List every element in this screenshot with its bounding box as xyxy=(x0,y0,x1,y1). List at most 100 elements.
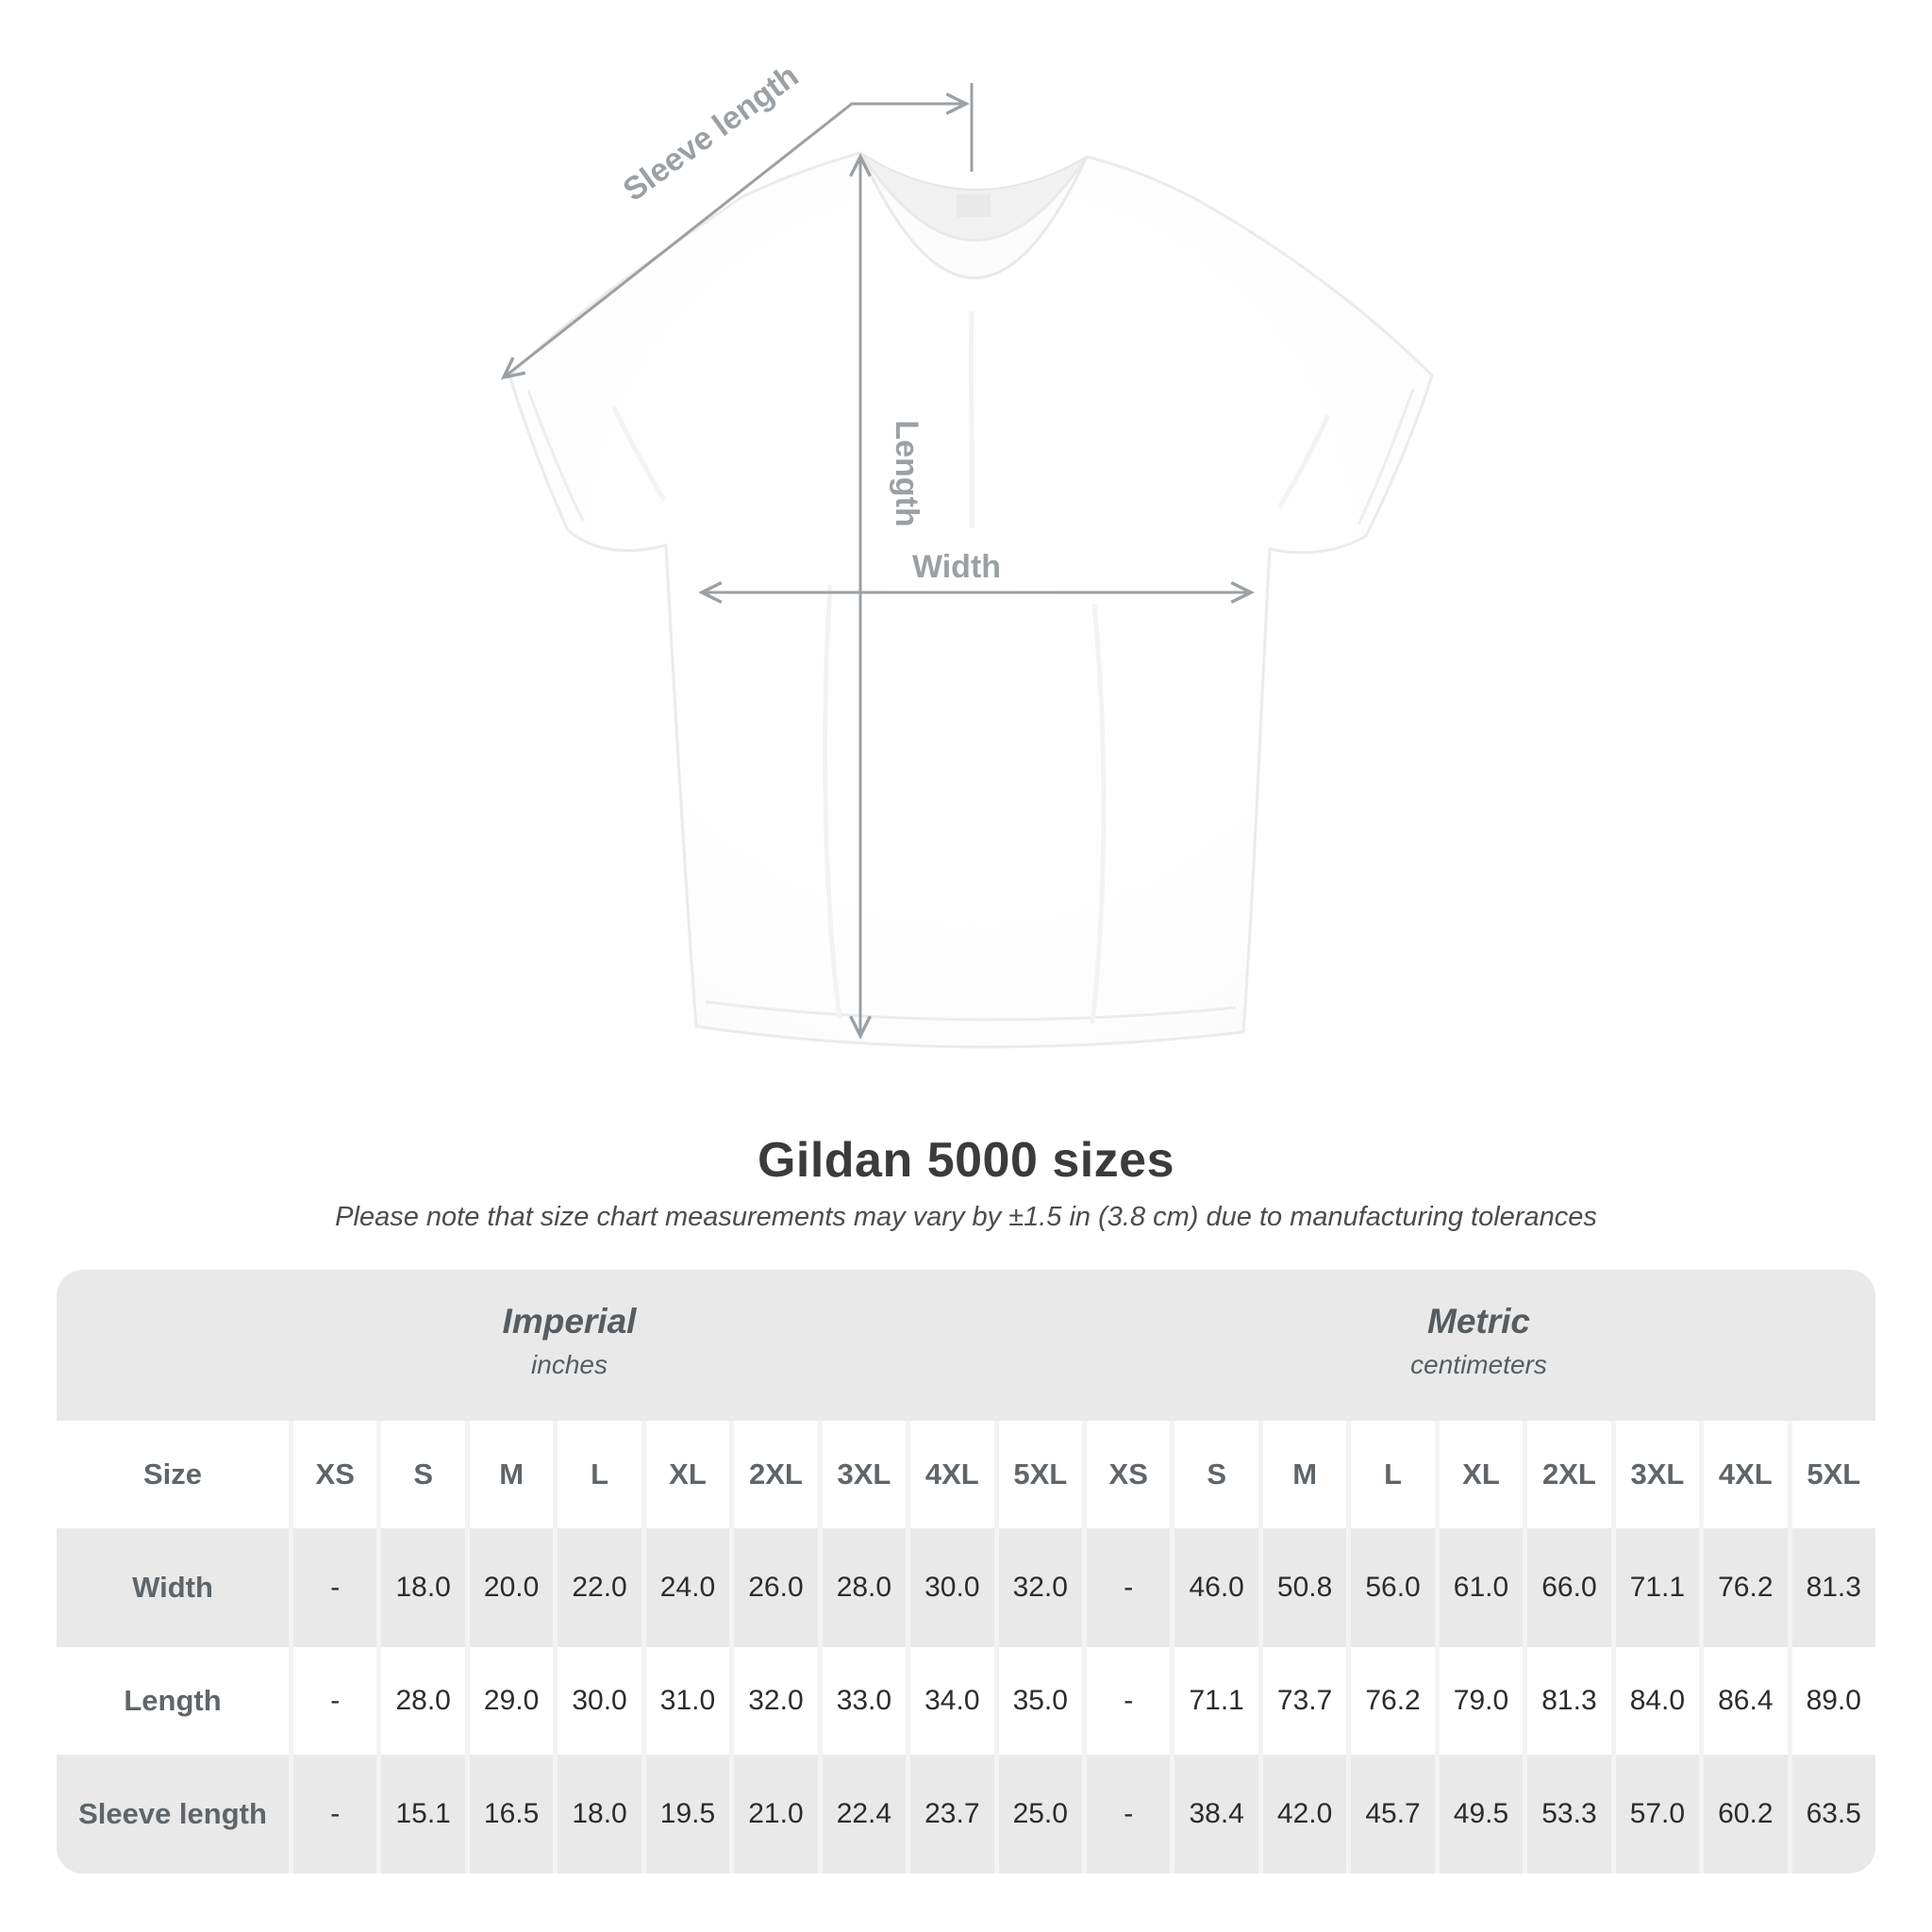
table-cell: 76.2 xyxy=(1704,1528,1788,1647)
size-column-header: S xyxy=(381,1421,465,1528)
table-cell: 26.0 xyxy=(734,1528,818,1647)
table-cell: 71.1 xyxy=(1174,1647,1258,1755)
size-column-header: 3XL xyxy=(1615,1421,1700,1528)
table-cell: 81.3 xyxy=(1791,1528,1875,1647)
table-cell: 86.4 xyxy=(1704,1647,1788,1755)
table-cell: 45.7 xyxy=(1351,1755,1435,1874)
row-label: Length xyxy=(57,1647,289,1755)
table-cell: 32.0 xyxy=(734,1647,818,1755)
size-column-header: XL xyxy=(1439,1421,1524,1528)
sleeve-length-arrow xyxy=(500,92,970,380)
table-row: Length -28.0 29.0 30.0 31.0 32.0 33.0 34.0 35.0-… xyxy=(57,1647,1875,1755)
table-cell: 60.2 xyxy=(1704,1755,1788,1874)
table-cell: 30.0 xyxy=(558,1647,641,1755)
table-cell: 29.0 xyxy=(469,1647,554,1755)
length-label: Length xyxy=(889,420,924,526)
table-cell: 73.7 xyxy=(1262,1647,1347,1755)
size-column-header: 4XL xyxy=(910,1421,994,1528)
size-column-header: S xyxy=(1174,1421,1258,1528)
tshirt-tag xyxy=(957,194,991,217)
row-label: Width xyxy=(57,1528,289,1647)
size-column-header: 5XL xyxy=(998,1421,1082,1528)
width-label: Width xyxy=(912,549,1001,585)
metric-label: Metric xyxy=(1427,1301,1530,1341)
table-cell: 84.0 xyxy=(1615,1647,1700,1755)
table-cell: 25.0 xyxy=(998,1755,1082,1874)
table-cell: 49.5 xyxy=(1439,1755,1524,1874)
table-cell: 22.0 xyxy=(558,1528,641,1647)
table-cell: - xyxy=(293,1755,377,1874)
table-cell: - xyxy=(1086,1755,1171,1874)
size-column-header: 2XL xyxy=(1527,1421,1611,1528)
size-column-header: L xyxy=(1351,1421,1435,1528)
tshirt-left-cuff-stitch xyxy=(526,390,585,522)
size-column-header: M xyxy=(469,1421,554,1528)
table-cell: 53.3 xyxy=(1527,1755,1611,1874)
table-row: Sleeve length -15.1 16.5 18.0 19.5 21.0 22.4 23… xyxy=(57,1755,1875,1874)
table-cell: 61.0 xyxy=(1439,1528,1524,1647)
table-cell: 20.0 xyxy=(469,1528,554,1647)
table-body: Width -18.0 20.0 22.0 24.0 26.0 28.0 30.0 32.0-4… xyxy=(57,1528,1875,1874)
table-cell: 34.0 xyxy=(910,1647,994,1755)
table-cell: 31.0 xyxy=(645,1647,730,1755)
size-column-header: XS xyxy=(293,1421,377,1528)
table-cell: 63.5 xyxy=(1791,1755,1875,1874)
table-cell: 71.1 xyxy=(1615,1528,1700,1647)
table-cell: 42.0 xyxy=(1262,1755,1347,1874)
table-cell: 35.0 xyxy=(998,1647,1082,1755)
table-cell: 66.0 xyxy=(1527,1528,1611,1647)
imperial-label: Imperial xyxy=(502,1301,637,1341)
table-cell: 57.0 xyxy=(1615,1755,1700,1874)
size-column-header: 4XL xyxy=(1704,1421,1788,1528)
size-column-header: 3XL xyxy=(822,1421,907,1528)
size-header-row: Size XS S M L XL 2XL 3XL 4XL 5XL XS S M L XL 2XL 3XL 4XL… xyxy=(57,1421,1875,1528)
table-cell: 15.1 xyxy=(381,1755,465,1874)
table-cell: 22.4 xyxy=(822,1755,907,1874)
table-cell: 46.0 xyxy=(1174,1528,1258,1647)
size-column-header: XS xyxy=(1086,1421,1171,1528)
table-cell: - xyxy=(293,1647,377,1755)
imperial-unit-label: inches xyxy=(531,1349,608,1379)
tshirt-diagram: Sleeve length Length Width xyxy=(500,58,1434,1049)
table-cell: 89.0 xyxy=(1791,1647,1875,1755)
table-cell: 38.4 xyxy=(1174,1755,1258,1874)
table-cell: 28.0 xyxy=(822,1528,907,1647)
table-row: Width -18.0 20.0 22.0 24.0 26.0 28.0 30.0 32.0-4… xyxy=(57,1528,1875,1647)
metric-unit-label: centimeters xyxy=(1410,1349,1547,1379)
table-cell: 81.3 xyxy=(1527,1647,1611,1755)
unit-band: Imperial inches Metric centimeters xyxy=(57,1270,1875,1421)
table-cell: 16.5 xyxy=(469,1755,554,1874)
tshirt-hem-stitch xyxy=(705,1000,1237,1022)
size-column-header: 5XL xyxy=(1791,1421,1875,1528)
size-column-header: M xyxy=(1262,1421,1347,1528)
table-cell: 30.0 xyxy=(910,1528,994,1647)
size-column-header: XL xyxy=(645,1421,730,1528)
table-cell: - xyxy=(1086,1528,1171,1647)
table-cell: 50.8 xyxy=(1262,1528,1347,1647)
table-cell: 19.5 xyxy=(645,1755,730,1874)
page-subtitle: Please note that size chart measurements… xyxy=(335,1202,1597,1232)
metric-section-header: Metric centimeters xyxy=(1082,1270,1875,1421)
table-cell: - xyxy=(293,1528,377,1647)
table-cell: 79.0 xyxy=(1439,1647,1524,1755)
size-table: Imperial inches Metric centimeters Size … xyxy=(57,1270,1875,1874)
row-label: Sleeve length xyxy=(57,1755,289,1874)
imperial-section-header: Imperial inches xyxy=(57,1270,1082,1421)
size-header-cell: Size xyxy=(57,1421,289,1528)
table-cell: 56.0 xyxy=(1351,1528,1435,1647)
size-column-header: 2XL xyxy=(734,1421,818,1528)
table-cell: 24.0 xyxy=(645,1528,730,1647)
table-cell: - xyxy=(1086,1647,1171,1755)
tshirt-body xyxy=(508,151,1434,1049)
table-cell: 33.0 xyxy=(822,1647,907,1755)
tshirt-folds xyxy=(610,310,1331,1024)
table-cell: 28.0 xyxy=(381,1647,465,1755)
table-cell: 23.7 xyxy=(910,1755,994,1874)
page-title: Gildan 5000 sizes xyxy=(757,1133,1175,1188)
size-column-header: L xyxy=(558,1421,641,1528)
table-cell: 76.2 xyxy=(1351,1647,1435,1755)
table-cell: 21.0 xyxy=(734,1755,818,1874)
table-cell: 18.0 xyxy=(558,1755,641,1874)
table-cell: 18.0 xyxy=(381,1528,465,1647)
